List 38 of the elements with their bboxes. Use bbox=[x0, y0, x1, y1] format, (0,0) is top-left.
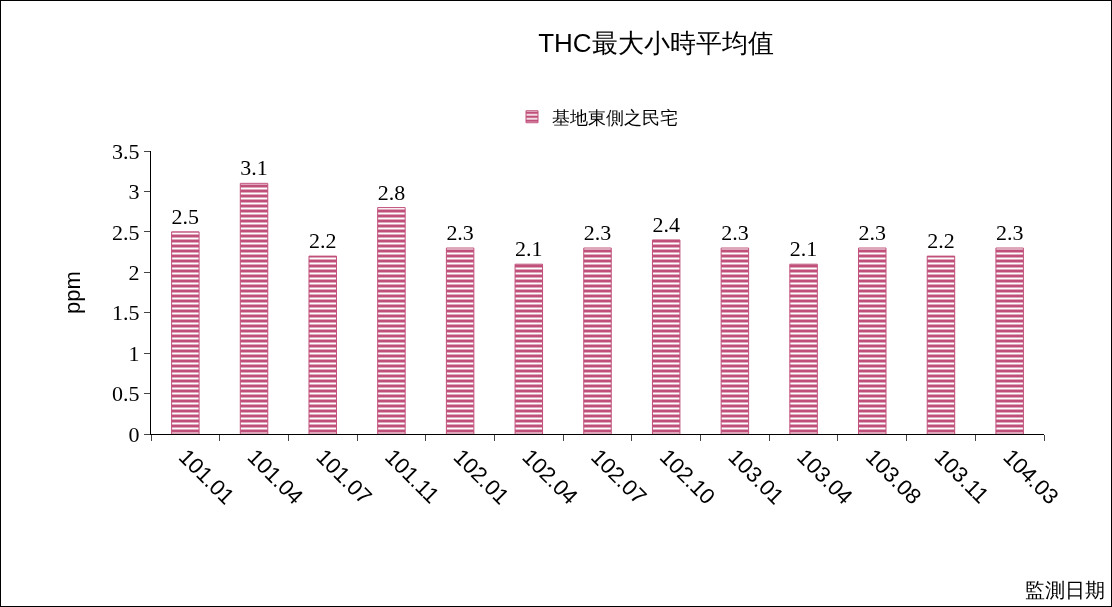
data-label: 2.2 bbox=[309, 228, 337, 254]
data-label: 2.3 bbox=[583, 220, 612, 246]
y-tick-label: 3 bbox=[128, 179, 140, 205]
bar bbox=[720, 247, 750, 434]
y-tick-label: 3.5 bbox=[112, 138, 140, 164]
data-label: 2.8 bbox=[377, 179, 406, 205]
y-axis-title: ppm bbox=[59, 271, 85, 314]
bar bbox=[995, 247, 1024, 434]
bar bbox=[308, 255, 337, 434]
data-label: 2.5 bbox=[171, 203, 200, 229]
data-label: 2.4 bbox=[652, 211, 680, 237]
data-label: 3.1 bbox=[240, 155, 268, 181]
bar bbox=[514, 263, 544, 434]
bar bbox=[445, 247, 475, 434]
y-tick-label: 0 bbox=[128, 421, 140, 447]
bar bbox=[377, 207, 406, 434]
y-tick-label: 1.5 bbox=[112, 300, 140, 326]
bar bbox=[926, 255, 956, 434]
bar bbox=[651, 239, 681, 434]
data-label: 2.2 bbox=[927, 228, 955, 254]
data-label: 2.3 bbox=[858, 220, 887, 246]
y-tick-label: 0.5 bbox=[112, 381, 140, 407]
y-tick-label: 1 bbox=[128, 340, 140, 366]
data-label: 2.1 bbox=[789, 236, 818, 262]
data-label: 2.1 bbox=[515, 236, 543, 262]
bar bbox=[583, 247, 612, 434]
x-axis-title: 監測日期 bbox=[1025, 579, 1105, 601]
y-tick-label: 2.5 bbox=[112, 219, 140, 245]
y-tick-label: 2 bbox=[128, 259, 140, 285]
text: 基地東側之民宅 bbox=[552, 107, 678, 128]
chart-title: THC最大小時平均值 bbox=[538, 28, 774, 59]
data-label: 2.3 bbox=[446, 220, 474, 246]
bar bbox=[789, 263, 818, 434]
bar bbox=[239, 182, 269, 434]
bar bbox=[858, 247, 887, 434]
data-label: 2.3 bbox=[995, 220, 1024, 246]
bar bbox=[171, 231, 200, 434]
data-label: 2.3 bbox=[721, 220, 749, 246]
